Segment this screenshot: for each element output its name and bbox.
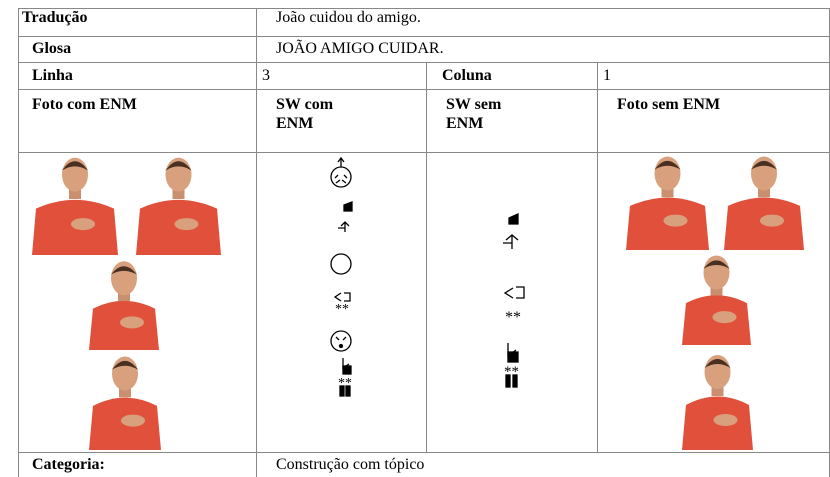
label: Linha [32,67,73,84]
column-header: SW com ENM [276,96,334,132]
label: Glosa [32,40,72,57]
text: Construção com tópico [276,456,425,473]
photo [32,157,118,255]
column-header: Foto com ENM [32,96,137,113]
signwriting: ** ** ** ** [330,156,525,397]
label: Tradução [22,9,88,26]
photo [682,255,751,345]
value: 3 [262,67,270,84]
value: 1 [603,67,611,84]
photo [89,261,159,350]
text: João cuidou do amigo. [276,9,421,26]
text: JOÃO AMIGO CUIDAR. [276,40,444,57]
svg-text:**: ** [505,309,521,326]
photo [724,156,804,250]
label: Coluna [442,67,492,84]
photo [136,157,221,255]
svg-text:**: ** [335,302,349,317]
label: Categoria: [32,456,105,473]
photo [626,156,709,250]
column-header: Foto sem ENM [617,96,721,113]
photo [89,356,161,450]
photo [682,355,753,450]
column-header: SW sem ENM [446,96,502,132]
